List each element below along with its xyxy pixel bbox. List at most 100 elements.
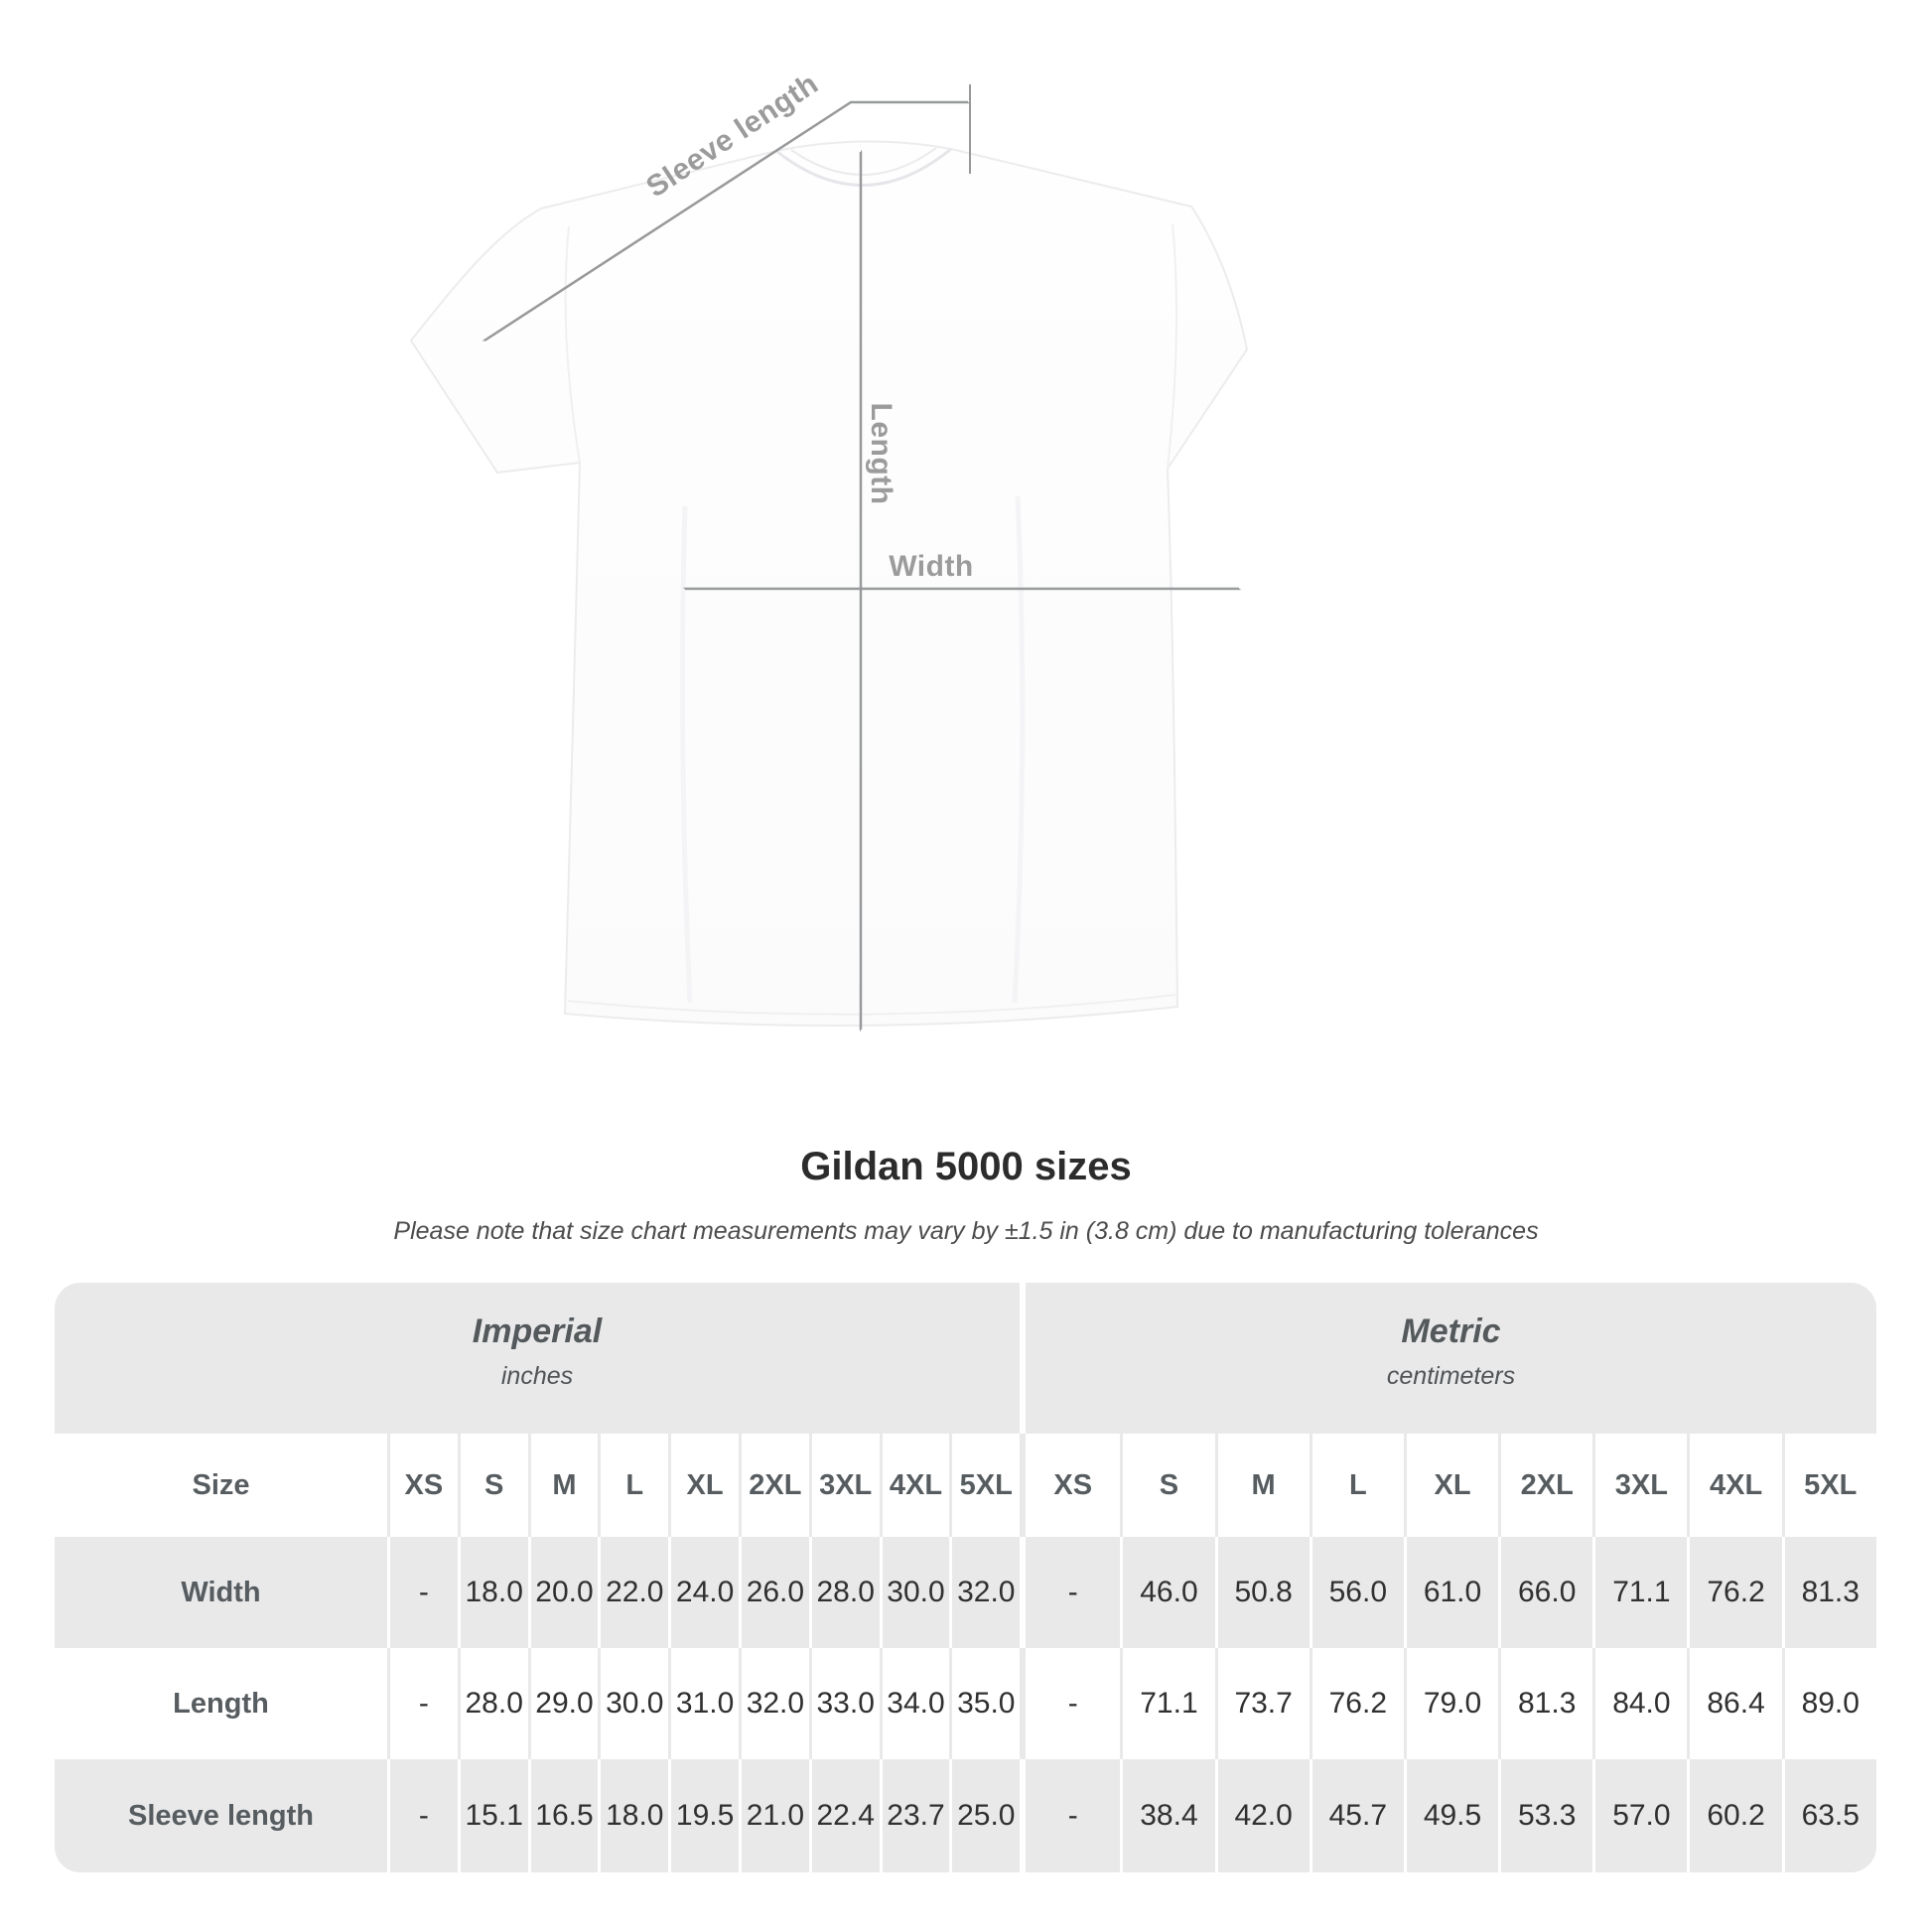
size-table: Imperial inches Metric centimeters Size … [55, 1283, 1876, 1872]
table-row-length: Length - 28.0 29.0 30.0 31.0 32.0 33.0 3… [55, 1648, 1876, 1759]
table-cell: - [1067, 1576, 1078, 1608]
section-divider [1020, 1434, 1027, 1537]
column-header: XS [1053, 1468, 1093, 1501]
table-cell: 18.0 [598, 1759, 668, 1872]
table-cell: 32.0 [949, 1537, 1020, 1648]
tolerance-note: Please note that size chart measurements… [393, 1217, 1539, 1245]
width-label: Width [889, 550, 974, 583]
size-column-header: Size [192, 1468, 250, 1501]
section-divider [1020, 1759, 1027, 1872]
column-header: L [1309, 1434, 1404, 1537]
table-cell: 84.0 [1592, 1648, 1687, 1759]
column-header: 5XL [1781, 1434, 1876, 1537]
table-cell: 89.0 [1781, 1648, 1876, 1759]
imperial-section-header: Imperial inches [55, 1283, 1020, 1434]
table-cell: 50.8 [1214, 1537, 1310, 1648]
table-cell: 86.4 [1687, 1648, 1781, 1759]
table-cell: 71.1 [1120, 1648, 1214, 1759]
shirt-outline [409, 140, 1249, 1027]
table-cell: 46.0 [1120, 1537, 1214, 1648]
table-cell: 26.0 [738, 1537, 809, 1648]
imperial-subtitle: inches [500, 1361, 574, 1390]
metric-section-header: Metric centimeters [1026, 1283, 1876, 1434]
table-cell: 31.0 [668, 1648, 739, 1759]
table-cell: - [387, 1537, 458, 1648]
table-cell: 61.0 [1403, 1537, 1498, 1648]
table-cell: 79.0 [1403, 1648, 1498, 1759]
table-cell: 57.0 [1592, 1759, 1687, 1872]
table-cell: 34.0 [879, 1648, 950, 1759]
table-cell: 16.5 [527, 1759, 599, 1872]
table-cell: 20.0 [527, 1537, 599, 1648]
length-label: Length [865, 402, 897, 505]
table-cell: 28.0 [457, 1648, 528, 1759]
size-header-row: Size XS S M L XL 2XL 3XL 4XL 5XL XS S M … [55, 1434, 1876, 1537]
column-header: M [1214, 1434, 1310, 1537]
table-cell: - [387, 1759, 458, 1872]
table-cell: 76.2 [1309, 1648, 1404, 1759]
table-cell: 53.3 [1498, 1759, 1592, 1872]
table-cell: 66.0 [1498, 1537, 1592, 1648]
column-header: XS [387, 1434, 458, 1537]
column-header: 2XL [1498, 1434, 1592, 1537]
table-row-width: Width - 18.0 20.0 22.0 24.0 26.0 28.0 30… [55, 1537, 1876, 1648]
sleeve-length-arrow [484, 100, 968, 341]
table-cell: 42.0 [1214, 1759, 1310, 1872]
table-cell: 71.1 [1592, 1537, 1687, 1648]
column-header: XL [668, 1434, 739, 1537]
unit-header-band: Imperial inches Metric centimeters [55, 1283, 1876, 1434]
row-label: Sleeve length [128, 1799, 314, 1832]
column-header: 4XL [1687, 1434, 1781, 1537]
table-cell: 35.0 [949, 1648, 1020, 1759]
tshirt-illustration [409, 84, 1249, 1072]
page-title: Gildan 5000 sizes [800, 1145, 1132, 1188]
section-divider [1020, 1537, 1027, 1648]
row-label: Length [173, 1687, 269, 1720]
table-cell: 76.2 [1687, 1537, 1781, 1648]
table-row-sleeve-length: Sleeve length - 15.1 16.5 18.0 19.5 21.0… [55, 1759, 1876, 1872]
table-cell: 81.3 [1498, 1648, 1592, 1759]
section-divider [1020, 1648, 1027, 1759]
table-cell: 33.0 [808, 1648, 880, 1759]
metric-title: Metric [1401, 1311, 1501, 1350]
table-cell: 25.0 [949, 1759, 1020, 1872]
column-header: 3XL [1592, 1434, 1687, 1537]
section-divider [1020, 1283, 1026, 1434]
table-cell: 21.0 [738, 1759, 809, 1872]
table-cell: 22.0 [598, 1537, 668, 1648]
row-label: Width [181, 1576, 261, 1608]
table-cell: 45.7 [1309, 1759, 1404, 1872]
metric-subtitle: centimeters [1386, 1361, 1516, 1390]
table-cell: - [387, 1648, 458, 1759]
table-cell: - [1067, 1799, 1078, 1832]
table-cell: 73.7 [1214, 1648, 1310, 1759]
table-cell: 23.7 [879, 1759, 950, 1872]
table-cell: 81.3 [1781, 1537, 1876, 1648]
table-cell: - [1067, 1687, 1078, 1720]
imperial-title: Imperial [472, 1311, 603, 1350]
column-header: 2XL [738, 1434, 809, 1537]
table-cell: 28.0 [808, 1537, 880, 1648]
table-cell: 49.5 [1403, 1759, 1498, 1872]
table-cell: 63.5 [1781, 1759, 1876, 1872]
table-cell: 38.4 [1120, 1759, 1214, 1872]
column-header: M [527, 1434, 599, 1537]
table-cell: 30.0 [598, 1648, 668, 1759]
column-header: 3XL [808, 1434, 880, 1537]
column-header: L [598, 1434, 668, 1537]
column-header: S [1120, 1434, 1214, 1537]
table-cell: 15.1 [457, 1759, 528, 1872]
column-header: 4XL [879, 1434, 950, 1537]
column-header: S [457, 1434, 528, 1537]
table-cell: 18.0 [457, 1537, 528, 1648]
column-header: 5XL [949, 1434, 1020, 1537]
table-cell: 29.0 [527, 1648, 599, 1759]
table-cell: 32.0 [738, 1648, 809, 1759]
table-cell: 22.4 [808, 1759, 880, 1872]
table-cell: 24.0 [668, 1537, 739, 1648]
table-cell: 19.5 [668, 1759, 739, 1872]
table-cell: 56.0 [1309, 1537, 1404, 1648]
column-header: XL [1403, 1434, 1498, 1537]
table-cell: 60.2 [1687, 1759, 1781, 1872]
table-cell: 30.0 [879, 1537, 950, 1648]
